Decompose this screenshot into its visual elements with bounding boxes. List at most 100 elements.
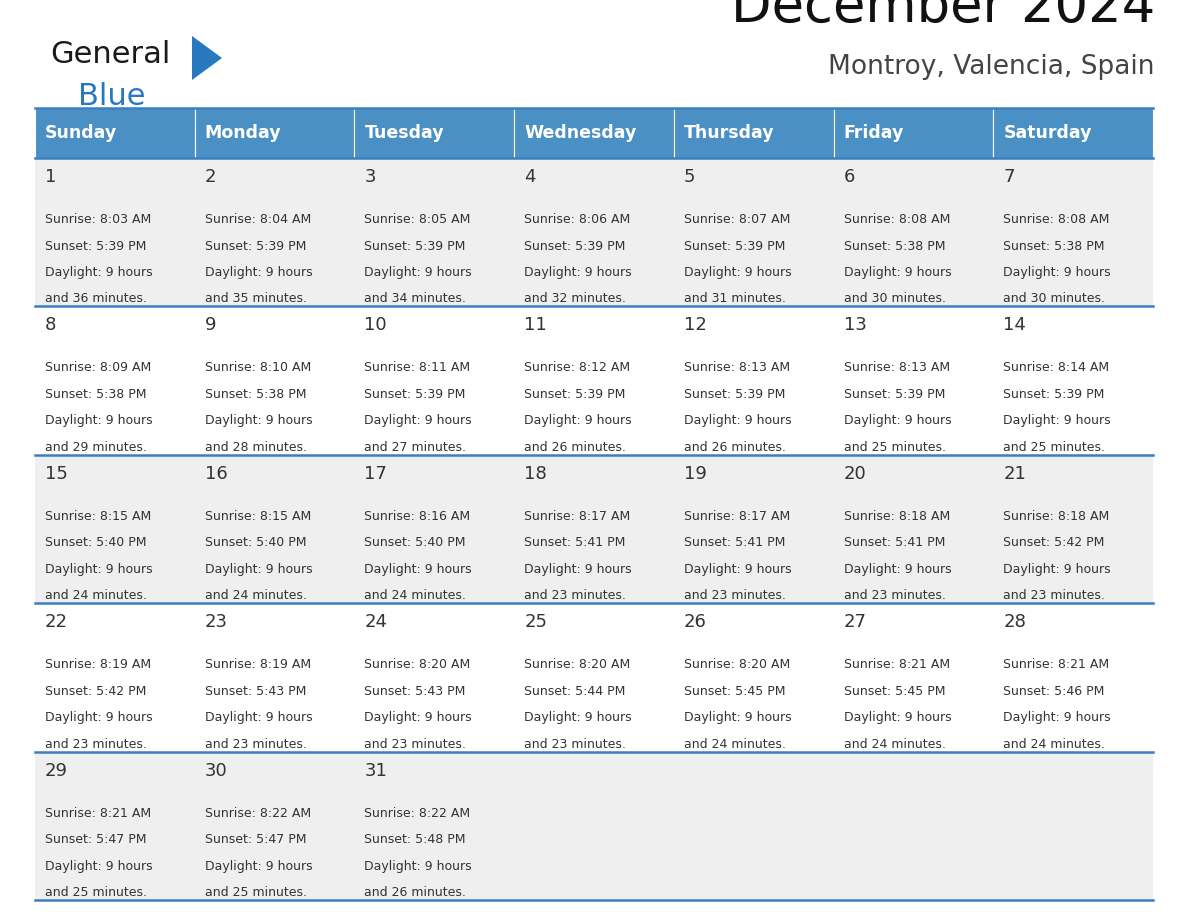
Bar [354, 307, 514, 454]
Text: 28: 28 [1004, 613, 1026, 632]
Bar [514, 108, 674, 158]
Text: Daylight: 9 hours: Daylight: 9 hours [365, 414, 472, 428]
Text: and 34 minutes.: and 34 minutes. [365, 293, 467, 306]
Text: 23: 23 [204, 613, 228, 632]
Text: Daylight: 9 hours: Daylight: 9 hours [45, 563, 152, 576]
Text: 3: 3 [365, 168, 375, 186]
Text: 29: 29 [45, 762, 68, 779]
Bar [834, 108, 993, 158]
Text: and 31 minutes.: and 31 minutes. [684, 293, 785, 306]
Text: Wednesday: Wednesday [524, 124, 637, 142]
Text: Sunrise: 8:17 AM: Sunrise: 8:17 AM [524, 509, 631, 522]
Text: Sunrise: 8:18 AM: Sunrise: 8:18 AM [843, 509, 950, 522]
Text: and 24 minutes.: and 24 minutes. [204, 589, 307, 602]
Text: Sunrise: 8:17 AM: Sunrise: 8:17 AM [684, 509, 790, 522]
Text: Sunset: 5:38 PM: Sunset: 5:38 PM [204, 388, 307, 401]
Text: 24: 24 [365, 613, 387, 632]
Text: Sunday: Sunday [45, 124, 118, 142]
Text: Saturday: Saturday [1004, 124, 1092, 142]
Text: Sunrise: 8:22 AM: Sunrise: 8:22 AM [204, 807, 311, 820]
Text: Daylight: 9 hours: Daylight: 9 hours [843, 711, 952, 724]
Text: Daylight: 9 hours: Daylight: 9 hours [684, 563, 791, 576]
Bar [834, 158, 993, 307]
Text: Blue: Blue [78, 82, 145, 111]
Text: Sunrise: 8:20 AM: Sunrise: 8:20 AM [365, 658, 470, 671]
Bar [195, 158, 354, 307]
Text: Daylight: 9 hours: Daylight: 9 hours [204, 859, 312, 873]
Text: Sunrise: 8:19 AM: Sunrise: 8:19 AM [45, 658, 151, 671]
Text: Sunset: 5:39 PM: Sunset: 5:39 PM [684, 240, 785, 252]
Text: Sunset: 5:39 PM: Sunset: 5:39 PM [1004, 388, 1105, 401]
Text: and 23 minutes.: and 23 minutes. [524, 589, 626, 602]
Text: 15: 15 [45, 465, 68, 483]
Bar [34, 307, 195, 454]
Bar [34, 158, 195, 307]
Text: and 23 minutes.: and 23 minutes. [204, 738, 307, 751]
Text: Sunset: 5:47 PM: Sunset: 5:47 PM [45, 834, 146, 846]
Text: and 23 minutes.: and 23 minutes. [843, 589, 946, 602]
Text: General: General [50, 40, 170, 69]
Text: Daylight: 9 hours: Daylight: 9 hours [1004, 414, 1111, 428]
Text: Sunrise: 8:21 AM: Sunrise: 8:21 AM [843, 658, 949, 671]
Text: Sunset: 5:46 PM: Sunset: 5:46 PM [1004, 685, 1105, 698]
Bar [514, 307, 674, 454]
Text: and 32 minutes.: and 32 minutes. [524, 293, 626, 306]
Text: Daylight: 9 hours: Daylight: 9 hours [524, 563, 632, 576]
Text: Sunrise: 8:19 AM: Sunrise: 8:19 AM [204, 658, 311, 671]
Text: Daylight: 9 hours: Daylight: 9 hours [45, 266, 152, 279]
Text: Sunrise: 8:03 AM: Sunrise: 8:03 AM [45, 213, 151, 226]
Text: 22: 22 [45, 613, 68, 632]
Text: Sunset: 5:38 PM: Sunset: 5:38 PM [45, 388, 146, 401]
Text: and 24 minutes.: and 24 minutes. [1004, 738, 1105, 751]
Text: Daylight: 9 hours: Daylight: 9 hours [1004, 563, 1111, 576]
Text: and 29 minutes.: and 29 minutes. [45, 441, 147, 453]
Text: 17: 17 [365, 465, 387, 483]
Text: Sunset: 5:48 PM: Sunset: 5:48 PM [365, 834, 466, 846]
Bar [993, 307, 1154, 454]
Bar [993, 108, 1154, 158]
Bar [674, 603, 834, 752]
Text: 11: 11 [524, 317, 546, 334]
Text: and 27 minutes.: and 27 minutes. [365, 441, 467, 453]
Bar [993, 158, 1154, 307]
Text: Sunset: 5:47 PM: Sunset: 5:47 PM [204, 834, 307, 846]
Bar [834, 454, 993, 603]
Bar [34, 603, 195, 752]
Text: 16: 16 [204, 465, 227, 483]
Text: Montroy, Valencia, Spain: Montroy, Valencia, Spain [828, 54, 1155, 80]
Bar [195, 108, 354, 158]
Text: 12: 12 [684, 317, 707, 334]
Text: and 24 minutes.: and 24 minutes. [45, 589, 147, 602]
Text: 9: 9 [204, 317, 216, 334]
Text: 4: 4 [524, 168, 536, 186]
Text: Sunset: 5:45 PM: Sunset: 5:45 PM [843, 685, 946, 698]
Text: and 25 minutes.: and 25 minutes. [843, 441, 946, 453]
Text: Sunset: 5:39 PM: Sunset: 5:39 PM [45, 240, 146, 252]
Text: Daylight: 9 hours: Daylight: 9 hours [684, 414, 791, 428]
Text: and 26 minutes.: and 26 minutes. [684, 441, 785, 453]
Text: Sunset: 5:39 PM: Sunset: 5:39 PM [524, 240, 626, 252]
Bar [514, 158, 674, 307]
Text: Sunset: 5:43 PM: Sunset: 5:43 PM [204, 685, 307, 698]
Text: Sunrise: 8:16 AM: Sunrise: 8:16 AM [365, 509, 470, 522]
Text: and 23 minutes.: and 23 minutes. [524, 738, 626, 751]
Text: and 23 minutes.: and 23 minutes. [1004, 589, 1105, 602]
Text: Sunrise: 8:04 AM: Sunrise: 8:04 AM [204, 213, 311, 226]
Text: December 2024: December 2024 [731, 0, 1155, 33]
Bar [674, 307, 834, 454]
Text: Sunset: 5:44 PM: Sunset: 5:44 PM [524, 685, 626, 698]
Text: Sunrise: 8:14 AM: Sunrise: 8:14 AM [1004, 362, 1110, 375]
Bar [195, 603, 354, 752]
Text: Friday: Friday [843, 124, 904, 142]
Bar [674, 454, 834, 603]
Text: Sunrise: 8:20 AM: Sunrise: 8:20 AM [524, 658, 631, 671]
Text: and 26 minutes.: and 26 minutes. [524, 441, 626, 453]
Text: Daylight: 9 hours: Daylight: 9 hours [365, 859, 472, 873]
Text: 13: 13 [843, 317, 866, 334]
Text: Sunset: 5:41 PM: Sunset: 5:41 PM [684, 536, 785, 549]
Text: Sunset: 5:39 PM: Sunset: 5:39 PM [524, 388, 626, 401]
Text: Sunset: 5:40 PM: Sunset: 5:40 PM [45, 536, 146, 549]
Text: Daylight: 9 hours: Daylight: 9 hours [524, 266, 632, 279]
Bar [993, 603, 1154, 752]
Text: and 23 minutes.: and 23 minutes. [684, 589, 785, 602]
